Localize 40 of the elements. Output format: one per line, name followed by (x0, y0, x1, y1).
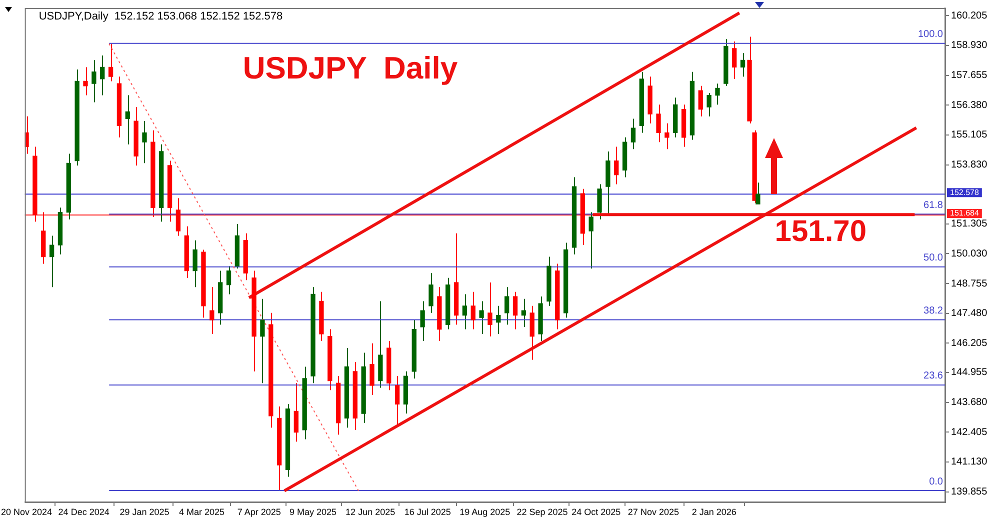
x-tick-label: 20 Nov 2024 (1, 506, 52, 517)
series-label: 0.0 (929, 476, 944, 488)
x-tick-label: 27 Nov 2025 (628, 506, 679, 517)
x-tick-label: 29 Jan 2025 (120, 506, 170, 517)
series-label: 100.0 (918, 29, 944, 40)
x-tick-label: 16 Jul 2025 (404, 506, 451, 517)
x-tick-label: 7 Apr 2025 (237, 506, 281, 517)
x-tick-label: 4 Mar 2025 (179, 506, 225, 517)
ref-line-label: 151.684 (950, 208, 980, 218)
series-label: 38.2 (924, 305, 944, 316)
x-tick-label: 12 Jun 2025 (346, 506, 396, 517)
x-tick-label: 24 Dec 2024 (58, 506, 110, 517)
y-tick-label: 157.655 (951, 70, 988, 82)
y-tick-label: 142.405 (951, 426, 988, 438)
annotation: 151.70 (774, 214, 867, 248)
y-tick-label: 158.930 (951, 40, 988, 52)
y-tick-label: 160.205 (951, 10, 988, 22)
ref-line-label: 152.578 (950, 188, 980, 197)
y-tick-label: 146.205 (951, 338, 988, 349)
annotation: USDJPY,Daily 152.152 153.068 152.152 152.578 (38, 10, 283, 23)
series-label: 50.0 (924, 252, 944, 264)
y-tick-label: 139.855 (951, 486, 988, 498)
series-label: 23.6 (924, 370, 944, 382)
y-tick-label: 153.830 (951, 160, 988, 171)
y-tick-label: 151.305 (951, 218, 988, 230)
y-tick-label: 144.955 (951, 367, 988, 378)
y-tick-label: 155.105 (951, 130, 988, 141)
y-tick-label: 150.030 (951, 248, 988, 260)
y-tick-label: 147.480 (951, 308, 988, 320)
x-tick-label: 2 Jan 2026 (692, 506, 736, 517)
x-tick-label: 9 May 2025 (290, 506, 337, 517)
series-label: 61.8 (924, 200, 944, 211)
x-tick-label: 22 Sep 2025 (516, 506, 568, 517)
text: USDJPY Daily (242, 50, 458, 86)
y-tick-label: 141.130 (951, 456, 988, 468)
x-tick-label: 24 Oct 2025 (572, 506, 621, 517)
y-tick-label: 148.755 (951, 278, 988, 290)
y-tick-label: 156.380 (951, 100, 988, 111)
x-tick-label: 19 Aug 2025 (460, 506, 510, 517)
y-tick-label: 143.680 (951, 397, 988, 408)
